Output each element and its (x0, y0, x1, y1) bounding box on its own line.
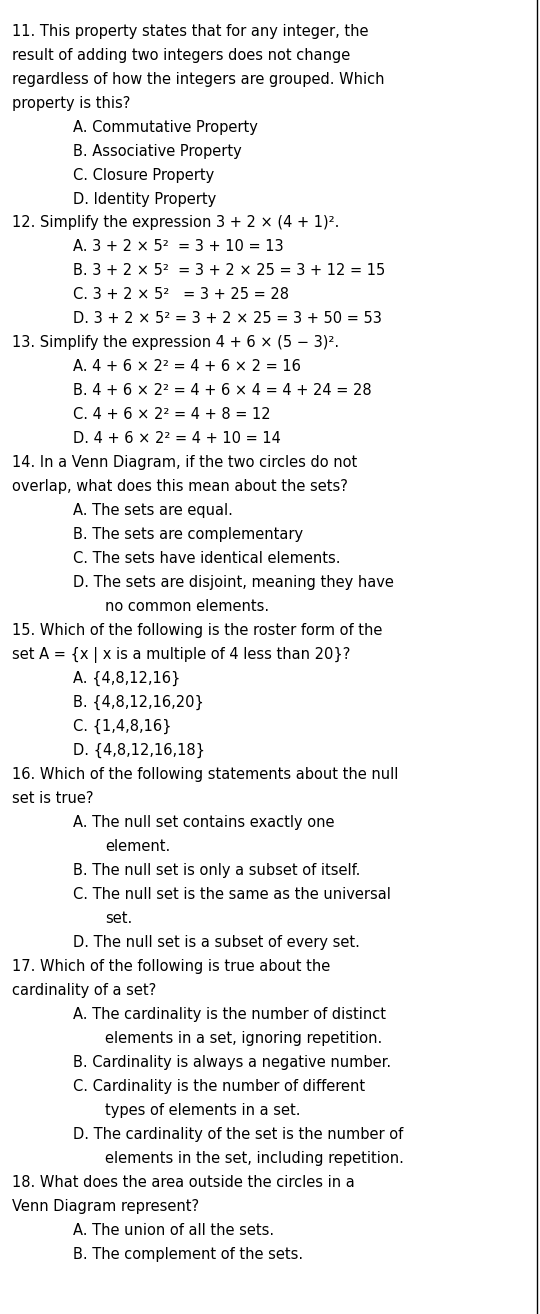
Text: types of elements in a set.: types of elements in a set. (105, 1102, 301, 1118)
Text: 11. This property states that for any integer, the: 11. This property states that for any in… (12, 24, 368, 38)
Text: element.: element. (105, 838, 171, 854)
Text: set A = {x | x is a multiple of 4 less than 20}?: set A = {x | x is a multiple of 4 less t… (12, 646, 350, 664)
Text: D. {4,8,12,16,18}: D. {4,8,12,16,18} (73, 742, 205, 758)
Text: A. The null set contains exactly one: A. The null set contains exactly one (73, 815, 334, 830)
Text: C. The sets have identical elements.: C. The sets have identical elements. (73, 551, 340, 566)
Text: D. The null set is a subset of every set.: D. The null set is a subset of every set… (73, 934, 360, 950)
Text: C. {1,4,8,16}: C. {1,4,8,16} (73, 719, 171, 735)
Text: B. {4,8,12,16,20}: B. {4,8,12,16,20} (73, 695, 204, 711)
Text: A. 3 + 2 × 5²  = 3 + 10 = 13: A. 3 + 2 × 5² = 3 + 10 = 13 (73, 239, 284, 255)
Text: B. 3 + 2 × 5²  = 3 + 2 × 25 = 3 + 12 = 15: B. 3 + 2 × 5² = 3 + 2 × 25 = 3 + 12 = 15 (73, 263, 385, 279)
Text: C. Closure Property: C. Closure Property (73, 167, 214, 183)
Text: regardless of how the integers are grouped. Which: regardless of how the integers are group… (12, 72, 384, 87)
Text: D. 4 + 6 × 2² = 4 + 10 = 14: D. 4 + 6 × 2² = 4 + 10 = 14 (73, 431, 281, 447)
Text: set is true?: set is true? (12, 791, 93, 805)
Text: C. 4 + 6 × 2² = 4 + 8 = 12: C. 4 + 6 × 2² = 4 + 8 = 12 (73, 407, 271, 422)
Text: D. 3 + 2 × 5² = 3 + 2 × 25 = 3 + 50 = 53: D. 3 + 2 × 5² = 3 + 2 × 25 = 3 + 50 = 53 (73, 311, 382, 326)
Text: B. The sets are complementary: B. The sets are complementary (73, 527, 303, 543)
Text: C. 3 + 2 × 5²   = 3 + 25 = 28: C. 3 + 2 × 5² = 3 + 25 = 28 (73, 288, 289, 302)
Text: B. Cardinality is always a negative number.: B. Cardinality is always a negative numb… (73, 1055, 391, 1070)
Text: A. The cardinality is the number of distinct: A. The cardinality is the number of dist… (73, 1007, 386, 1022)
Text: overlap, what does this mean about the sets?: overlap, what does this mean about the s… (12, 480, 348, 494)
Text: A. The sets are equal.: A. The sets are equal. (73, 503, 233, 518)
Text: 16. Which of the following statements about the null: 16. Which of the following statements ab… (12, 767, 399, 782)
Text: 17. Which of the following is true about the: 17. Which of the following is true about… (12, 959, 330, 974)
Text: 12. Simplify the expression 3 + 2 × (4 + 1)².: 12. Simplify the expression 3 + 2 × (4 +… (12, 215, 339, 230)
Text: D. The sets are disjoint, meaning they have: D. The sets are disjoint, meaning they h… (73, 576, 394, 590)
Text: Venn Diagram represent?: Venn Diagram represent? (12, 1198, 199, 1214)
Text: B. 4 + 6 × 2² = 4 + 6 × 4 = 4 + 24 = 28: B. 4 + 6 × 2² = 4 + 6 × 4 = 4 + 24 = 28 (73, 384, 372, 398)
Text: result of adding two integers does not change: result of adding two integers does not c… (12, 47, 350, 63)
Text: B. Associative Property: B. Associative Property (73, 143, 242, 159)
Text: B. The null set is only a subset of itself.: B. The null set is only a subset of itse… (73, 863, 360, 878)
Text: 18. What does the area outside the circles in a: 18. What does the area outside the circl… (12, 1175, 355, 1189)
Text: A. {4,8,12,16}: A. {4,8,12,16} (73, 671, 180, 686)
Text: D. Identity Property: D. Identity Property (73, 192, 216, 206)
Text: A. The union of all the sets.: A. The union of all the sets. (73, 1222, 274, 1238)
Text: C. Cardinality is the number of different: C. Cardinality is the number of differen… (73, 1079, 365, 1093)
Text: no common elements.: no common elements. (105, 599, 269, 614)
Text: set.: set. (105, 911, 132, 926)
Text: elements in a set, ignoring repetition.: elements in a set, ignoring repetition. (105, 1030, 382, 1046)
Text: cardinality of a set?: cardinality of a set? (12, 983, 156, 997)
Text: 15. Which of the following is the roster form of the: 15. Which of the following is the roster… (12, 623, 382, 639)
Text: property is this?: property is this? (12, 96, 130, 110)
Text: 13. Simplify the expression 4 + 6 × (5 − 3)².: 13. Simplify the expression 4 + 6 × (5 −… (12, 335, 339, 351)
Text: B. The complement of the sets.: B. The complement of the sets. (73, 1247, 303, 1261)
Text: elements in the set, including repetition.: elements in the set, including repetitio… (105, 1151, 404, 1166)
Text: 14. In a Venn Diagram, if the two circles do not: 14. In a Venn Diagram, if the two circle… (12, 455, 357, 470)
Text: C. The null set is the same as the universal: C. The null set is the same as the unive… (73, 887, 391, 901)
Text: A. 4 + 6 × 2² = 4 + 6 × 2 = 16: A. 4 + 6 × 2² = 4 + 6 × 2 = 16 (73, 359, 301, 374)
Text: A. Commutative Property: A. Commutative Property (73, 120, 258, 134)
Text: D. The cardinality of the set is the number of: D. The cardinality of the set is the num… (73, 1126, 403, 1142)
